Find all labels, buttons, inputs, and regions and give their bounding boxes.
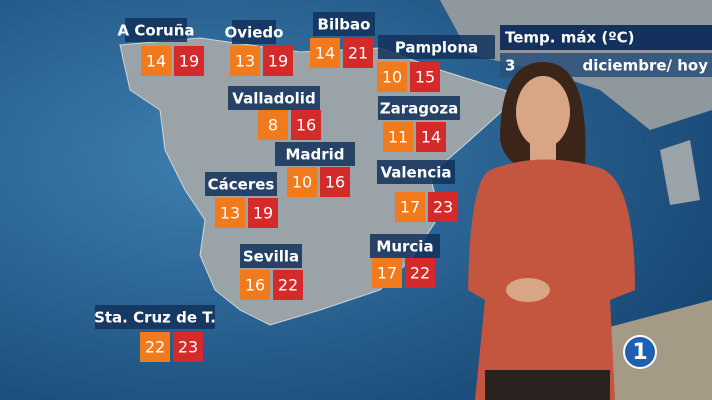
max-temp: 23 (178, 338, 198, 357)
min-temp-box (383, 122, 413, 152)
max-temp: 19 (253, 204, 273, 223)
max-temp: 19 (268, 52, 288, 71)
legend-title: Temp. máx (ºC) (505, 29, 635, 47)
presenter (468, 61, 635, 400)
city-label-box (275, 142, 355, 166)
channel-logo-text: 1 (632, 340, 647, 365)
city-label-box (125, 18, 187, 42)
max-temp-box (248, 198, 278, 228)
min-temp-box (240, 270, 270, 300)
legend-date-end: diciembre/ hoy (583, 57, 709, 75)
max-temp-box (416, 122, 446, 152)
max-temp: 16 (325, 173, 345, 192)
min-temp-box (377, 62, 407, 92)
city-name: Murcia (376, 238, 433, 256)
min-temp: 8 (268, 116, 278, 135)
max-temp-box (273, 270, 303, 300)
max-temp-box (428, 192, 458, 222)
city-name: Zaragoza (380, 100, 458, 118)
min-temp: 10 (382, 68, 402, 87)
min-temp-box (215, 198, 245, 228)
max-temp-box (410, 62, 440, 92)
max-temp: 22 (278, 276, 298, 295)
min-temp-box (310, 38, 340, 68)
min-temp-box (141, 46, 171, 76)
min-temp-box (140, 332, 170, 362)
city-label-box (377, 160, 455, 184)
max-temp: 16 (296, 116, 316, 135)
max-temp-box (343, 38, 373, 68)
city-label-box (232, 20, 276, 44)
city-name: Valencia (380, 164, 451, 182)
max-temp-box (174, 46, 204, 76)
min-temp-box (258, 110, 288, 140)
max-temp: 22 (410, 264, 430, 283)
city-label-box (313, 12, 375, 36)
city-name: Sta. Cruz de T. (94, 309, 216, 327)
city-name: Bilbao (318, 16, 371, 34)
presenter-face (516, 76, 570, 148)
channel-logo (623, 335, 657, 369)
min-temp: 14 (146, 52, 166, 71)
city-name: Oviedo (225, 24, 284, 42)
max-temp: 15 (415, 68, 435, 87)
city-name: Pamplona (395, 39, 478, 57)
city-label-box (205, 172, 277, 196)
city-layer: A Coruña 14 19 Oviedo 13 19 Bilbao 14 21 Pamplona… (94, 12, 495, 362)
city-name: Valladolid (232, 90, 315, 108)
city-label-box (95, 305, 215, 329)
max-temp: 14 (421, 128, 441, 147)
max-temp-box (291, 110, 321, 140)
city-name: Madrid (285, 146, 344, 164)
city-label-box (378, 35, 495, 59)
min-temp: 13 (235, 52, 255, 71)
presenter-skirt (485, 370, 610, 400)
max-temp-box (405, 258, 435, 288)
city-name: Cáceres (208, 176, 275, 194)
presenter-hands (506, 278, 550, 302)
legend-date-start: 3 (505, 57, 515, 75)
min-temp: 17 (377, 264, 397, 283)
min-temp: 17 (400, 198, 420, 217)
city-label-box (370, 234, 440, 258)
city-label-box (378, 96, 460, 120)
city-label-box (228, 86, 320, 110)
max-temp: 19 (179, 52, 199, 71)
min-temp-box (395, 192, 425, 222)
city-name: A Coruña (117, 22, 194, 40)
min-temp-box (287, 167, 317, 197)
min-temp: 13 (220, 204, 240, 223)
presenter-blouse (468, 159, 635, 400)
max-temp-box (320, 167, 350, 197)
min-temp-box (230, 46, 260, 76)
city-name: Sevilla (243, 248, 299, 266)
min-temp-box (372, 258, 402, 288)
legend-title-box (500, 25, 712, 50)
min-temp: 11 (388, 128, 408, 147)
max-temp: 21 (348, 44, 368, 63)
min-temp: 16 (245, 276, 265, 295)
min-temp: 22 (145, 338, 165, 357)
city-label-box (240, 244, 302, 268)
max-temp-box (263, 46, 293, 76)
max-temp: 23 (433, 198, 453, 217)
max-temp-box (173, 332, 203, 362)
island (660, 140, 700, 205)
min-temp: 14 (315, 44, 335, 63)
min-temp: 10 (292, 173, 312, 192)
